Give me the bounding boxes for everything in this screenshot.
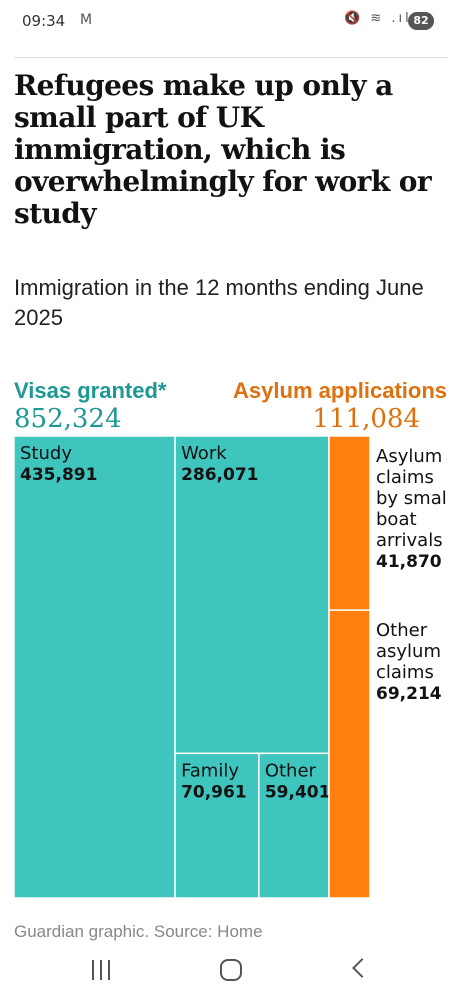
side-value-small-boats: 41,870	[376, 552, 442, 572]
signal-icons: 🔇 ≋ .ıl	[344, 11, 412, 26]
cell-label-family: Family	[181, 760, 239, 781]
side-label-small-boats-line-3: by smal	[376, 488, 447, 509]
side-value-other-asylum: 69,214	[376, 684, 442, 704]
cell-value-other: 59,401	[265, 782, 331, 802]
treemap-cell-small-boats	[328, 435, 371, 611]
side-label-other-asylum-line-3: claims	[376, 662, 434, 683]
status-bar: 09:34 M 🔇 ≋ .ıl 82	[0, 0, 462, 44]
gmail-icon: M	[80, 12, 93, 28]
treemap-cell-work	[174, 435, 330, 755]
cell-label-other: Other	[265, 760, 317, 781]
back-icon[interactable]	[352, 958, 372, 978]
side-label-other-asylum-line-2: asylum	[376, 641, 441, 662]
status-time: 09:34	[22, 12, 66, 30]
asylum-group-total: 111,084	[312, 404, 420, 434]
cell-value-work: 286,071	[181, 465, 258, 485]
treemap-cell-family	[174, 752, 260, 899]
cell-label-work: Work	[181, 443, 227, 464]
battery-icon: 82	[408, 12, 434, 30]
visas-group-label: Visas granted*	[14, 378, 167, 403]
cell-value-family: 70,961	[181, 782, 247, 802]
treemap-cell-other	[258, 752, 330, 899]
treemap-cell-other-asylum	[328, 609, 371, 899]
headline: Refugees make up only a small part of UK…	[14, 69, 432, 230]
side-label-small-boats-line-4: boat	[376, 509, 417, 530]
source-note: Guardian graphic. Source: Home	[14, 922, 263, 941]
cell-value-study: 435,891	[20, 465, 97, 485]
recents-icon[interactable]	[90, 960, 112, 980]
visas-group-total: 852,324	[14, 404, 122, 434]
treemap-cell-study	[13, 435, 176, 899]
asylum-group-label: Asylum applications	[233, 378, 447, 403]
side-label-other-asylum-line-1: Other	[376, 620, 428, 641]
cell-label-study: Study	[20, 443, 72, 464]
treemap-chart: Visas granted*852,324 Asylum applications…	[13, 378, 447, 899]
side-label-small-boats-line-1: Asylum	[376, 446, 442, 467]
standfirst: Immigration in the 12 months ending June…	[14, 275, 424, 330]
side-label-small-boats-line-5: arrivals	[376, 530, 443, 551]
navigation-bar	[0, 944, 462, 1000]
top-rule	[14, 57, 448, 58]
side-label-small-boats-line-2: claims	[376, 467, 434, 488]
home-icon[interactable]	[220, 959, 242, 981]
